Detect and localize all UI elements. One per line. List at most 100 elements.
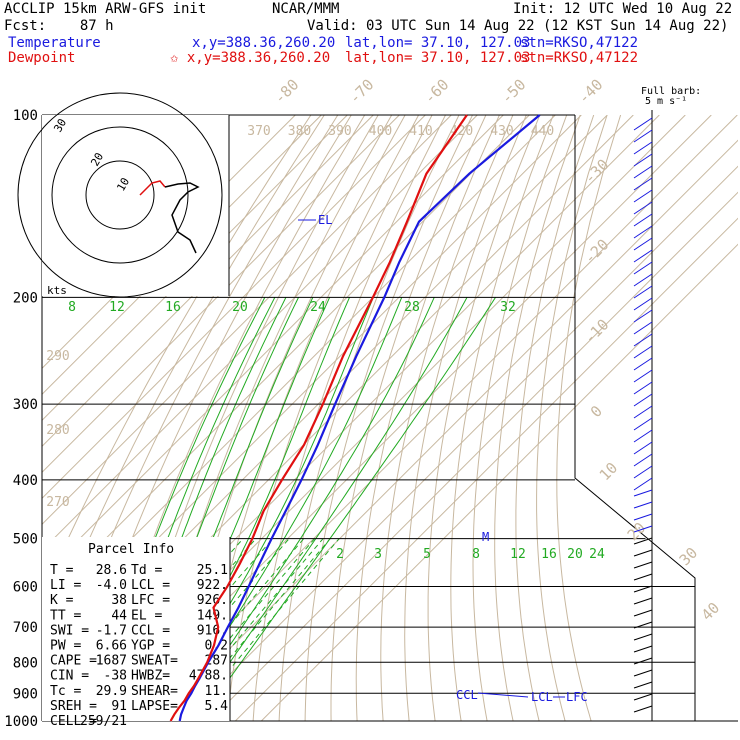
pressure-label-600: 600 bbox=[13, 580, 38, 596]
dewpoint-xy: ✩ x,y=388.36,260.20 bbox=[170, 50, 331, 66]
parcel-row-label: CCL = bbox=[131, 623, 170, 638]
theta-label-left: 290 bbox=[46, 349, 69, 364]
theta-label: 400 bbox=[369, 124, 392, 139]
valid-time: Valid: 03 UTC Sun 14 Aug 22 (12 KST Sun … bbox=[307, 18, 729, 34]
isotherm-label: -80 bbox=[271, 76, 303, 108]
theta-label: 410 bbox=[409, 124, 432, 139]
parcel-row-label: LAPSE= bbox=[131, 699, 178, 714]
parcel-row-value: 916. bbox=[197, 623, 228, 638]
wind-barb bbox=[633, 465, 653, 479]
theta-e-label: 24 bbox=[310, 300, 326, 315]
wind-barb bbox=[633, 357, 653, 371]
wind-barb bbox=[633, 273, 653, 287]
wind-barb bbox=[633, 189, 653, 203]
dry-adiabat-line bbox=[252, 115, 446, 721]
parcel-row-label: K = bbox=[50, 593, 74, 608]
dry-adiabat-line bbox=[427, 115, 541, 721]
pressure-label-100: 100 bbox=[13, 108, 38, 124]
mixing-ratio-label: 12 bbox=[510, 547, 526, 562]
parcel-row-value: -4.0 bbox=[96, 578, 127, 593]
wind-barb bbox=[633, 609, 653, 617]
wind-barb bbox=[633, 489, 653, 497]
init-time: Init: 12 UTC Wed 10 Aug 22 bbox=[513, 1, 733, 17]
theta-label: 390 bbox=[328, 124, 351, 139]
isotherm-line bbox=[260, 243, 738, 721]
wind-barb bbox=[633, 153, 653, 167]
wind-barb bbox=[633, 405, 653, 419]
pressure-label-800: 800 bbox=[13, 655, 38, 671]
wind-barb bbox=[633, 501, 653, 509]
wind-barb bbox=[633, 417, 653, 431]
theta-label-left: 270 bbox=[46, 495, 69, 510]
parcel-row-label: LI = bbox=[50, 578, 81, 593]
theta-label: 440 bbox=[531, 124, 554, 139]
el-label: EL bbox=[318, 213, 332, 227]
center-label: NCAR/MMM bbox=[272, 1, 340, 17]
parcel-row-label: T = bbox=[50, 563, 74, 578]
wind-barb bbox=[633, 117, 653, 131]
wind-barb bbox=[633, 393, 653, 407]
parcel-row-value: 922. bbox=[197, 578, 228, 593]
wind-barb bbox=[633, 429, 653, 443]
parcel-row-label: PW = bbox=[50, 639, 81, 654]
isotherm-label: -70 bbox=[346, 76, 378, 108]
parcel-row-label: Tc = bbox=[50, 684, 81, 699]
isotherm-label: 40 bbox=[698, 599, 724, 625]
parcel-row-value: 4788. bbox=[189, 669, 228, 684]
lfc-label: LFC bbox=[566, 690, 588, 704]
mixing-ratio-label: 5 bbox=[423, 547, 431, 562]
parcel-row-value: 91 bbox=[111, 699, 127, 714]
forecast-hour: Fcst: 87 h bbox=[4, 18, 114, 34]
wind-barb bbox=[633, 477, 653, 491]
dry-adiabat-line bbox=[556, 115, 622, 721]
parcel-row-value: 926. bbox=[197, 593, 228, 608]
mixing-ratio-label: 24 bbox=[589, 547, 605, 562]
wind-barb bbox=[633, 453, 653, 467]
mixing-ratio-label: 8 bbox=[472, 547, 480, 562]
hodograph-ring-label: 30 bbox=[51, 117, 69, 135]
parcel-row-label: LCL = bbox=[131, 578, 170, 593]
mixing-ratio-label: 16 bbox=[541, 547, 557, 562]
wind-barb bbox=[633, 705, 653, 713]
dry-adiabat-line bbox=[536, 115, 608, 721]
isotherm-line bbox=[208, 191, 738, 721]
wind-barb bbox=[633, 633, 653, 641]
parcel-row-value: -1.7 bbox=[96, 623, 127, 638]
dry-adiabat-line bbox=[380, 115, 514, 721]
wind-barb bbox=[633, 237, 653, 251]
ccl-label: CCL bbox=[456, 688, 478, 702]
wind-barb bbox=[633, 597, 653, 605]
temperature-trace bbox=[178, 114, 541, 722]
parcel-info-title: Parcel Info bbox=[88, 542, 174, 557]
theta-e-label: 20 bbox=[232, 300, 248, 315]
dewpoint-latlon: lat,lon= 37.10, 127.03 bbox=[345, 50, 531, 66]
parcel-row-value: 44 bbox=[111, 608, 127, 623]
theta-e-label: 28 bbox=[404, 300, 420, 315]
isotherm-line bbox=[234, 217, 738, 721]
wind-barb bbox=[633, 645, 653, 653]
isotherm-line bbox=[42, 115, 426, 500]
isotherm-line bbox=[42, 115, 478, 552]
isotherm-label: 10 bbox=[596, 459, 622, 485]
wind-barb bbox=[633, 285, 653, 299]
parcel-row-label: CELL = bbox=[50, 714, 97, 729]
wind-barb bbox=[633, 669, 653, 677]
wind-barb bbox=[633, 141, 653, 155]
wind-barb bbox=[633, 177, 653, 191]
isotherm-label: 0 bbox=[587, 402, 606, 421]
theta-e-label: 12 bbox=[109, 300, 125, 315]
m-label: M bbox=[482, 530, 489, 544]
isotherm-line bbox=[42, 115, 452, 526]
dry-adiabat-line bbox=[304, 115, 473, 721]
hodograph-ring-label: 10 bbox=[114, 176, 132, 194]
isotherm-line bbox=[182, 165, 738, 721]
isotherm-label: -40 bbox=[575, 76, 607, 108]
pressure-label-900: 900 bbox=[13, 686, 38, 702]
temperature-legend-label: Temperature bbox=[8, 35, 101, 51]
wind-barb bbox=[633, 573, 653, 581]
theta-e-label: 8 bbox=[68, 300, 76, 315]
wind-barb bbox=[633, 321, 653, 335]
wind-barb bbox=[633, 345, 653, 359]
wind-barb bbox=[633, 549, 653, 557]
